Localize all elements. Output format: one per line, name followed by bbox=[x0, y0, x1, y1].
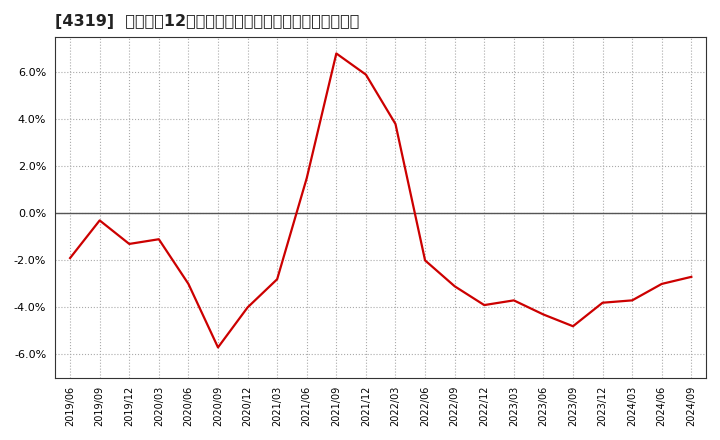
Text: [4319]  売上高の12か月移動合計の対前年同期増減率の推移: [4319] 売上高の12か月移動合計の対前年同期増減率の推移 bbox=[55, 14, 360, 29]
